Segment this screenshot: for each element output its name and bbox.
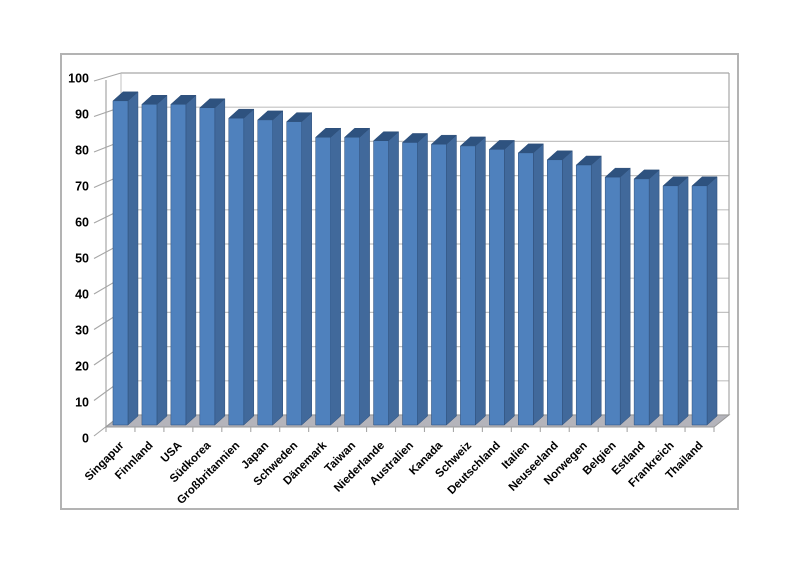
- bar-front-face: [199, 107, 216, 426]
- bar-front-face: [344, 137, 360, 426]
- y-axis-label: 50: [75, 252, 89, 266]
- bar-estland: [633, 169, 660, 426]
- bar-schweden: [286, 112, 313, 426]
- x-axis-label: Deutschland: [446, 440, 503, 497]
- bar-schweiz: [459, 136, 487, 426]
- bar-front-face: [604, 176, 621, 426]
- y-axis-label: 40: [75, 288, 89, 302]
- bar-front-face: [633, 178, 650, 426]
- bar-front-face: [315, 137, 331, 426]
- bar-side-face: [619, 167, 631, 426]
- bar-front-face: [141, 104, 158, 426]
- bar-front-face: [547, 159, 563, 426]
- bar-taiwan: [343, 127, 371, 426]
- bar-gro-britannien: [228, 108, 255, 426]
- bar-thailand: [691, 176, 718, 426]
- y-axis-tick: [93, 72, 122, 82]
- bar-deutschland: [488, 139, 516, 426]
- bar-side-face: [677, 176, 689, 426]
- bar-side-face: [590, 155, 602, 426]
- bar-usa: [170, 94, 197, 426]
- y-axis-label: 10: [75, 396, 89, 410]
- bar-front-face: [257, 119, 273, 426]
- y-axis-label: 20: [75, 360, 89, 374]
- y-axis-label: 100: [68, 72, 89, 86]
- y-axis-label: 90: [75, 108, 89, 122]
- bar-front-face: [373, 140, 389, 426]
- bar-side-face: [185, 94, 197, 426]
- bar-side-face: [562, 150, 573, 426]
- bar-front-face: [286, 121, 302, 426]
- bar-front-face: [402, 142, 418, 426]
- bar-side-face: [648, 169, 660, 426]
- bar-finnland: [141, 94, 168, 426]
- bar-side-face: [272, 110, 283, 426]
- bar-front-face: [170, 104, 187, 426]
- bar-front-face: [112, 100, 129, 426]
- bar-side-face: [301, 112, 312, 426]
- bar-side-face: [214, 98, 226, 426]
- bar-front-face: [662, 185, 679, 426]
- bar-kanada: [430, 134, 458, 426]
- bar-side-face: [156, 94, 168, 426]
- bar-side-face: [504, 139, 515, 426]
- y-axis-label: 30: [75, 324, 89, 338]
- bar-japan: [257, 110, 284, 426]
- y-axis-label: 70: [75, 180, 89, 194]
- bar-norwegen: [575, 155, 602, 426]
- bar-side-face: [417, 132, 428, 426]
- bar-side-face: [330, 127, 341, 426]
- x-axis-label: USA: [159, 440, 185, 466]
- bar-side-face: [446, 134, 457, 426]
- bar-side-face: [127, 91, 139, 426]
- y-axis-label: 80: [75, 144, 89, 158]
- bar-front-face: [489, 149, 505, 426]
- bar-neuseeland: [546, 150, 573, 426]
- bar-side-face: [706, 176, 718, 426]
- bar-front-face: [518, 152, 534, 426]
- bar-belgien: [604, 167, 631, 426]
- bar-d-nemark: [314, 127, 342, 426]
- bar-side-face: [475, 136, 486, 426]
- y-axis-label: 60: [75, 216, 89, 230]
- y-axis-label: 0: [82, 432, 89, 446]
- bar-front-face: [575, 164, 592, 426]
- bar-front-face: [460, 145, 476, 426]
- bar-side-face: [243, 108, 255, 426]
- bar-front-face: [228, 117, 245, 426]
- bar-side-face: [533, 143, 544, 426]
- bar-side-face: [359, 127, 370, 426]
- bar-front-face: [431, 143, 447, 426]
- bar-side-face: [388, 131, 399, 426]
- bar-italien: [517, 143, 544, 426]
- bar-niederlande: [372, 131, 400, 426]
- bar-frankreich: [662, 176, 689, 426]
- bar-s-dkorea: [199, 98, 226, 426]
- bar-front-face: [691, 185, 708, 426]
- bar-singapur: [112, 91, 139, 426]
- bar-australien: [401, 132, 429, 426]
